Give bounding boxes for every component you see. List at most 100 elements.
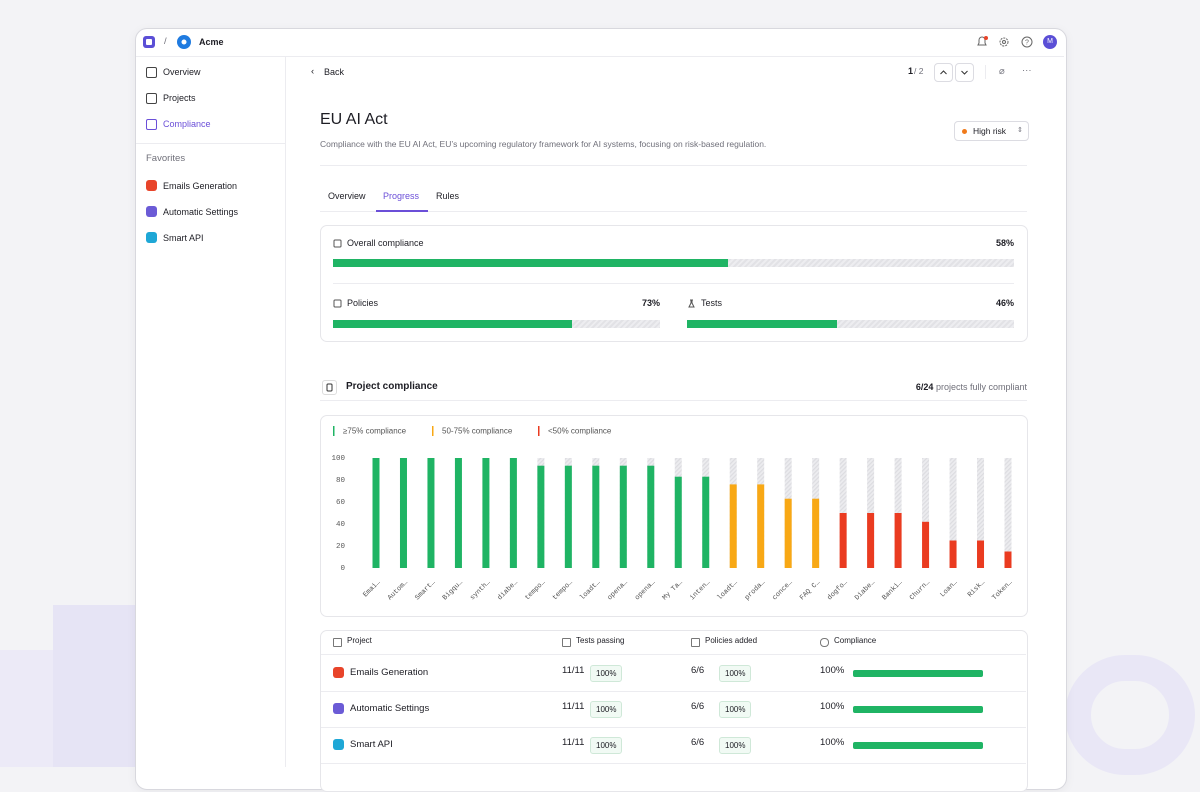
overall-icon [333, 239, 342, 248]
avatar[interactable]: M [1043, 35, 1057, 49]
y-tick-label: 20 [336, 543, 346, 551]
project-icon [333, 739, 344, 750]
tests-bar [687, 320, 838, 328]
bar [867, 513, 875, 568]
favorite-item[interactable]: Smart API [163, 233, 204, 243]
favorite-item[interactable]: Emails Generation [163, 181, 238, 191]
project-icon [146, 180, 157, 191]
policies-bar [333, 320, 572, 328]
bg-shape [1065, 655, 1195, 775]
bar [812, 498, 820, 568]
bar [509, 458, 517, 568]
previous-button[interactable] [934, 63, 953, 82]
policies-value: 73% [641, 298, 660, 308]
chart-card [320, 415, 1028, 617]
back-icon[interactable]: ‹ [311, 66, 315, 77]
row-divider [321, 691, 1026, 692]
y-tick-label: 80 [336, 477, 346, 485]
tests-rate: 100% [590, 665, 623, 682]
x-tick-label: Autom… [386, 579, 409, 602]
help[interactable]: ? [1020, 35, 1034, 49]
nav-icon [146, 93, 157, 104]
bar [922, 521, 930, 568]
bar [977, 540, 985, 568]
policies-rate: 100% [719, 701, 752, 718]
nav-item[interactable]: Projects [163, 93, 196, 103]
overall-track [333, 259, 1014, 267]
policies-added: 6/6 [691, 737, 705, 748]
column-icon [562, 638, 571, 647]
x-tick-label: inten… [689, 579, 712, 602]
project-name[interactable]: Automatic Settings [350, 703, 430, 714]
compliance-value: 100% [820, 665, 845, 676]
column-icon [691, 638, 700, 647]
page-current: 1 [908, 66, 914, 76]
settings[interactable] [997, 35, 1011, 49]
back-button[interactable]: Back [324, 67, 345, 77]
x-tick-label: proda… [744, 579, 767, 602]
nav-icon [146, 67, 157, 78]
sidebar-border [285, 57, 286, 767]
bar [894, 513, 902, 568]
link-button[interactable]: ⌀ [999, 66, 1005, 77]
logo[interactable] [142, 35, 156, 49]
bar [729, 484, 737, 568]
tabs-divider [320, 211, 1027, 212]
tab[interactable]: Rules [436, 191, 460, 201]
section-summary: 6/24 projects fully compliant [880, 379, 1027, 395]
policies-rate: 100% [719, 737, 752, 754]
policies-icon [333, 299, 342, 308]
bar [454, 458, 462, 568]
workspace-name[interactable]: Acme [199, 37, 224, 47]
legend-label: ≥75% compliance [343, 427, 407, 436]
compliance-bar [853, 670, 983, 677]
nav-item[interactable]: Overview [163, 67, 201, 77]
compliant-text: projects fully compliant [935, 382, 1027, 392]
tab[interactable]: Overview [328, 191, 366, 201]
tests-passing: 11/11 [562, 701, 585, 712]
next-button[interactable] [955, 63, 974, 82]
compliance-track [853, 670, 983, 677]
column-header: Policies added [705, 636, 758, 645]
bar [949, 540, 957, 568]
bar [674, 476, 682, 568]
project-name[interactable]: Emails Generation [350, 667, 429, 678]
tab[interactable]: Progress [383, 191, 420, 201]
y-tick-label: 60 [336, 499, 346, 507]
notifications[interactable] [975, 35, 989, 49]
separator: / [164, 36, 167, 47]
nav-item[interactable]: Compliance [163, 119, 211, 129]
x-tick-label: Churn… [909, 579, 932, 602]
progress-divider [333, 283, 1014, 284]
project-icon [333, 667, 344, 678]
svg-text:?: ? [1025, 39, 1029, 46]
x-tick-label: diabe… [496, 579, 519, 602]
compliance-track [853, 706, 983, 713]
compliance-value: 100% [820, 737, 845, 748]
x-tick-label: conce… [771, 579, 794, 602]
x-tick-label: Smart… [414, 579, 437, 602]
section-title: Project compliance [346, 381, 438, 392]
bar [784, 498, 792, 568]
page-total: / 2 [914, 66, 924, 76]
compliance-bar [853, 706, 983, 713]
column-icon [333, 638, 342, 647]
more-button[interactable]: ··· [1022, 65, 1032, 76]
risk-select[interactable]: High risk ⇕ [954, 121, 1029, 141]
x-tick-label: synth… [469, 579, 492, 602]
bar [427, 458, 435, 568]
tests-passing: 11/11 [562, 665, 585, 676]
project-icon [333, 703, 344, 714]
favorite-item[interactable]: Automatic Settings [163, 207, 239, 217]
page: / Acme ? M Favorites ‹ Back 1 / 2 ⌀ ··· … [0, 28, 1195, 792]
row-divider [321, 763, 1026, 764]
x-tick-label: tempo… [551, 579, 574, 602]
tests-track [687, 320, 1014, 328]
bg-shape [0, 650, 53, 767]
x-tick-label: tempo… [524, 579, 547, 602]
bar [372, 458, 380, 568]
section-divider [320, 400, 1027, 401]
project-name[interactable]: Smart API [350, 739, 393, 750]
project-icon [146, 232, 157, 243]
policies-track [333, 320, 660, 328]
